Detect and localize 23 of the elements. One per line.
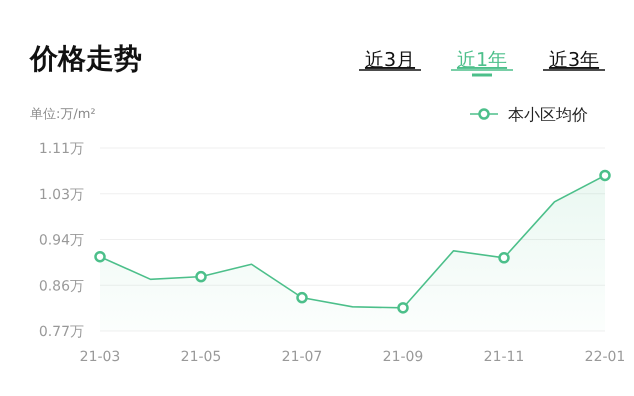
text: 近3年: [548, 49, 600, 71]
y-axis-title: 单位:万/m²: [30, 107, 96, 122]
point: [94, 250, 106, 262]
x-tick-label: 21-07: [282, 349, 322, 365]
y-tick-label: 1.03万: [38, 186, 84, 203]
point: [599, 170, 611, 182]
text: 近1年: [456, 49, 508, 71]
legend-label: 本小区均价: [508, 105, 588, 124]
y-tick-label: 0.94万: [38, 232, 84, 248]
point: [296, 292, 308, 304]
point: [498, 252, 510, 264]
x-tick-label: 21-03: [80, 349, 120, 365]
y-tick-label: 0.86万: [38, 278, 84, 294]
x-tick-label: 21-09: [382, 349, 424, 365]
point: [195, 270, 207, 282]
point: [397, 302, 409, 314]
y-tick-label: 0.77万: [38, 324, 84, 340]
x-tick-label: 21-05: [180, 349, 222, 365]
y-tick-label: 1.11万: [38, 141, 84, 157]
chart-title: 价格走势: [29, 42, 142, 75]
text: 近3月: [364, 49, 416, 71]
x-tick-label: 21-11: [484, 349, 524, 365]
x-tick-label: 22-01: [584, 349, 626, 365]
